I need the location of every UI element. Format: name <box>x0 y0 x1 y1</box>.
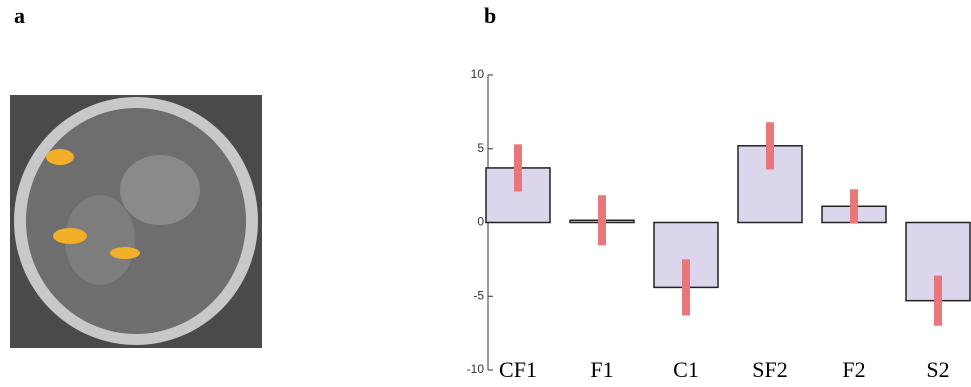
y-tick-label: 0 <box>477 215 484 229</box>
brain-image <box>10 95 262 348</box>
y-tick-label: -5 <box>473 288 484 302</box>
y-tick-label: 5 <box>477 141 484 155</box>
brain <box>26 108 246 334</box>
x-tick-label: S2 <box>926 357 949 382</box>
error-bar <box>682 259 690 315</box>
x-tick-label: C1 <box>673 357 699 382</box>
activation <box>110 247 140 259</box>
error-bar <box>514 144 522 191</box>
error-bar <box>766 122 774 169</box>
figure: a b -10 -5 0 5 10 CF1 F1 C1 SF2 F2 S2 <box>0 0 971 387</box>
x-tick-label: F2 <box>842 357 865 382</box>
error-bar <box>598 195 606 245</box>
activation <box>53 228 87 244</box>
panel-label: a <box>14 3 25 28</box>
x-tick-label: SF2 <box>752 357 787 382</box>
brain-detail <box>120 155 200 225</box>
x-tick-label: CF1 <box>499 357 537 382</box>
x-tick-label: F1 <box>590 357 613 382</box>
y-tick-label: -10 <box>467 362 485 376</box>
page: a b -10-50510CF1F1C1SF2F2S2 (() => { con… <box>0 0 971 387</box>
activation <box>46 149 74 165</box>
panel-label: b <box>484 3 496 28</box>
error-bar <box>850 189 858 223</box>
y-tick-label: 10 <box>471 67 485 81</box>
error-bar <box>934 276 942 326</box>
